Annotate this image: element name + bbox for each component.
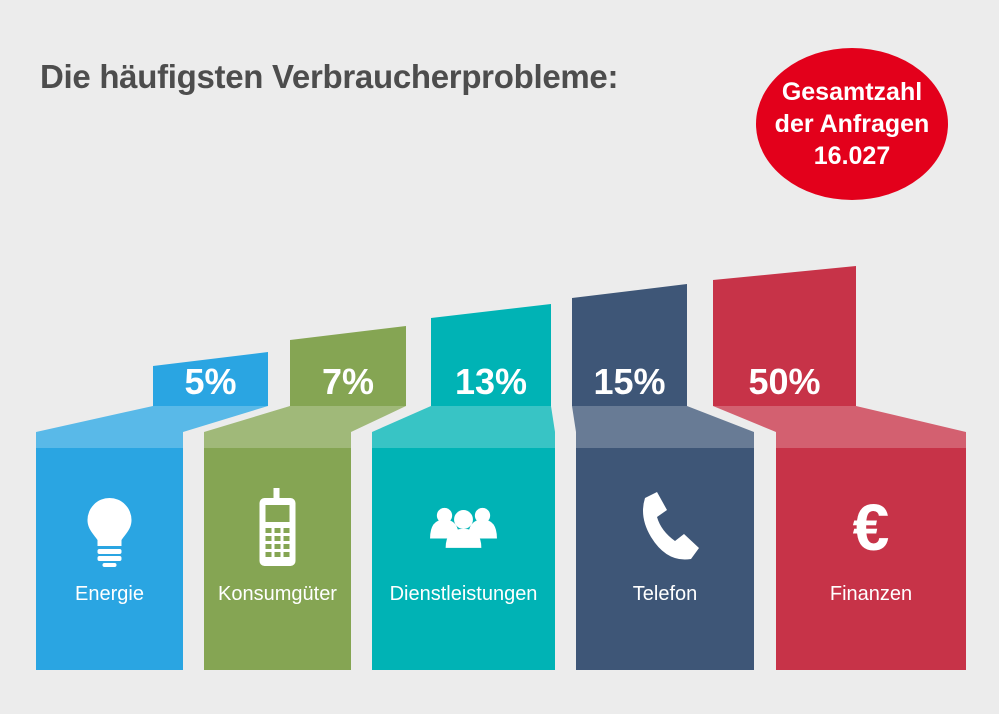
fold-face: [204, 406, 406, 448]
badge-line-2: der Anfragen: [774, 110, 930, 138]
value-tab: [572, 284, 687, 406]
category-label: Energie: [75, 583, 144, 605]
category-box: [776, 448, 966, 670]
value-tab: [431, 304, 551, 406]
category-box: [372, 448, 555, 670]
bar-energie: 5% Energie: [36, 352, 268, 670]
value-label: 7%: [322, 361, 374, 402]
phone-handset-icon: [643, 492, 699, 560]
total-requests-badge: Gesamtzahl der Anfragen 16.027: [756, 48, 948, 200]
svg-text:€: €: [853, 490, 890, 564]
people-icon: [430, 507, 497, 548]
fold-face: [572, 406, 754, 448]
euro-icon: €: [853, 490, 890, 564]
value-tab: [290, 326, 406, 406]
category-label: Dienstleistungen: [390, 583, 538, 605]
mobile-phone-icon: [259, 488, 296, 566]
bar-finanzen: 50% € Finanzen: [713, 266, 966, 670]
value-tab: [713, 266, 856, 406]
badge-line-1: Gesamtzahl: [781, 78, 923, 106]
badge-total: 16.027: [813, 142, 891, 170]
category-label: Konsumgüter: [218, 583, 337, 605]
category-label: Telefon: [633, 583, 698, 605]
fold-face: [36, 406, 268, 448]
category-box: [576, 448, 754, 670]
value-label: 50%: [748, 361, 820, 402]
value-label: 5%: [184, 361, 236, 402]
category-label: Finanzen: [830, 583, 912, 605]
bar-konsumgüter: 7% Konsumgüter: [204, 326, 406, 670]
value-label: 13%: [455, 361, 527, 402]
bar-dienstleistungen: 13% Dienstleistungen: [372, 304, 555, 670]
bar-telefon: 15% Telefon: [572, 284, 754, 670]
value-tab: [153, 352, 268, 406]
fold-face: [372, 406, 555, 448]
lightbulb-icon: [87, 498, 132, 567]
page-title: Die häufigsten Verbraucherprobleme:: [40, 58, 619, 95]
fold-face: [713, 406, 966, 448]
value-label: 15%: [593, 361, 665, 402]
